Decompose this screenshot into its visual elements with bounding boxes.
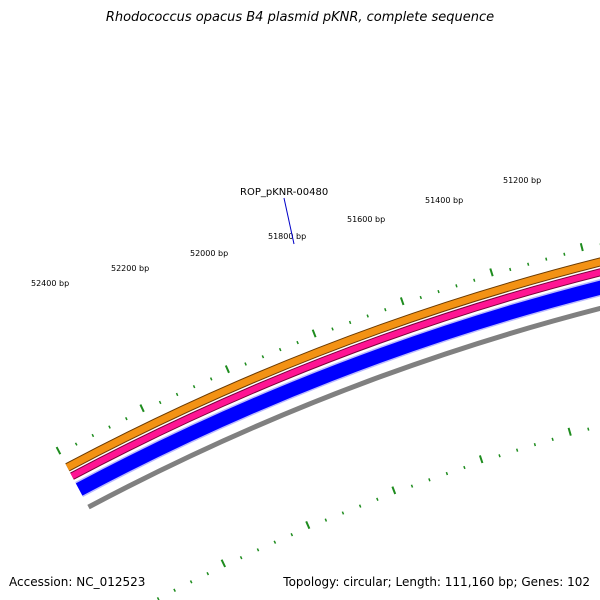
- blue-feature-band: [75, 280, 600, 496]
- outer-tick-minor: [473, 278, 476, 282]
- position-ticks: [55, 242, 600, 600]
- position-labels: 51200 bp 51400 bp 51600 bp 51800 bp 5200…: [31, 176, 541, 288]
- map-title: Rhodococcus opacus B4 plasmid pKNR, comp…: [105, 10, 495, 25]
- outer-tick-major: [55, 446, 62, 455]
- inner-tick-minor: [341, 511, 345, 515]
- inner-tick-major: [391, 486, 397, 495]
- outer-tick-major: [139, 404, 145, 413]
- inner-tick-minor: [533, 443, 537, 447]
- outer-tick-minor: [261, 355, 265, 359]
- outer-tick-minor: [108, 425, 111, 429]
- outer-tick-minor: [192, 384, 196, 389]
- inner-tick-minor: [189, 580, 193, 584]
- gene-label-rop-pknr-00480[interactable]: ROP_pKNR-00480: [240, 187, 328, 198]
- outer-tick-minor: [384, 308, 387, 312]
- outer-tick-minor: [125, 416, 128, 421]
- outer-tick-minor: [158, 400, 162, 405]
- accession-text: Accession: NC_012523: [9, 575, 146, 589]
- inner-tick-minor: [428, 478, 431, 482]
- outer-tick-minor: [91, 433, 95, 438]
- position-label-51200: 51200 bp: [503, 176, 541, 185]
- inner-tick-minor: [376, 497, 379, 501]
- outer-tick-minor: [563, 252, 566, 256]
- position-label-52000: 52000 bp: [190, 249, 228, 258]
- outer-tick-major: [224, 365, 230, 374]
- inner-tick-minor: [273, 540, 277, 544]
- gray-backbone-band: [87, 305, 600, 510]
- inner-tick-major: [478, 455, 484, 464]
- inner-tick-minor: [239, 555, 243, 560]
- outer-tick-minor: [296, 340, 299, 345]
- outer-tick-minor: [175, 392, 179, 397]
- outer-tick-major: [579, 242, 584, 252]
- position-label-52400: 52400 bp: [31, 279, 69, 288]
- band-gap: [74, 277, 600, 483]
- inner-tick-minor: [173, 588, 176, 592]
- outer-tick-major: [311, 329, 317, 338]
- outer-tick-minor: [244, 362, 247, 366]
- inner-tick-minor: [324, 518, 328, 522]
- inner-tick-minor: [358, 504, 362, 508]
- outer-tick-minor: [419, 295, 423, 300]
- orange-feature-band: [65, 258, 600, 471]
- outer-tick-minor: [348, 320, 352, 325]
- position-label-51600: 51600 bp: [347, 215, 385, 224]
- outer-tick-minor: [527, 262, 530, 266]
- outer-tick-minor: [455, 284, 458, 288]
- outer-tick-minor: [331, 327, 334, 331]
- inner-tick-minor: [587, 427, 590, 431]
- outer-tick-minor: [509, 267, 512, 272]
- inner-tick-minor: [445, 471, 449, 476]
- inner-tick-minor: [410, 484, 414, 488]
- inner-tick-minor: [463, 465, 466, 470]
- position-label-51800: 51800 bp: [268, 232, 306, 241]
- inner-tick-minor: [498, 454, 501, 458]
- inner-tick-minor: [515, 448, 519, 452]
- outer-tick-minor: [209, 377, 213, 381]
- feature-bands: [65, 257, 600, 510]
- outer-tick-minor: [366, 314, 369, 318]
- outer-tick-minor: [437, 289, 440, 294]
- gene-label-pointer: [283, 197, 295, 245]
- outer-tick-minor: [74, 442, 78, 446]
- inner-tick-major: [305, 520, 311, 530]
- topology-summary: Topology: circular; Length: 111,160 bp; …: [283, 575, 590, 589]
- outer-tick-minor: [545, 257, 548, 261]
- inner-tick-minor: [551, 437, 554, 442]
- inner-tick-major: [567, 427, 572, 436]
- inner-tick-minor: [206, 571, 210, 576]
- inner-tick-minor: [256, 548, 260, 552]
- position-label-52200: 52200 bp: [111, 264, 149, 273]
- outer-tick-major: [489, 268, 494, 277]
- position-label-51400: 51400 bp: [425, 196, 463, 205]
- pink-feature-band: [70, 269, 600, 479]
- outer-tick-major: [399, 297, 405, 306]
- inner-tick-minor: [290, 533, 294, 537]
- outer-tick-minor: [278, 347, 282, 352]
- inner-tick-major: [220, 559, 227, 568]
